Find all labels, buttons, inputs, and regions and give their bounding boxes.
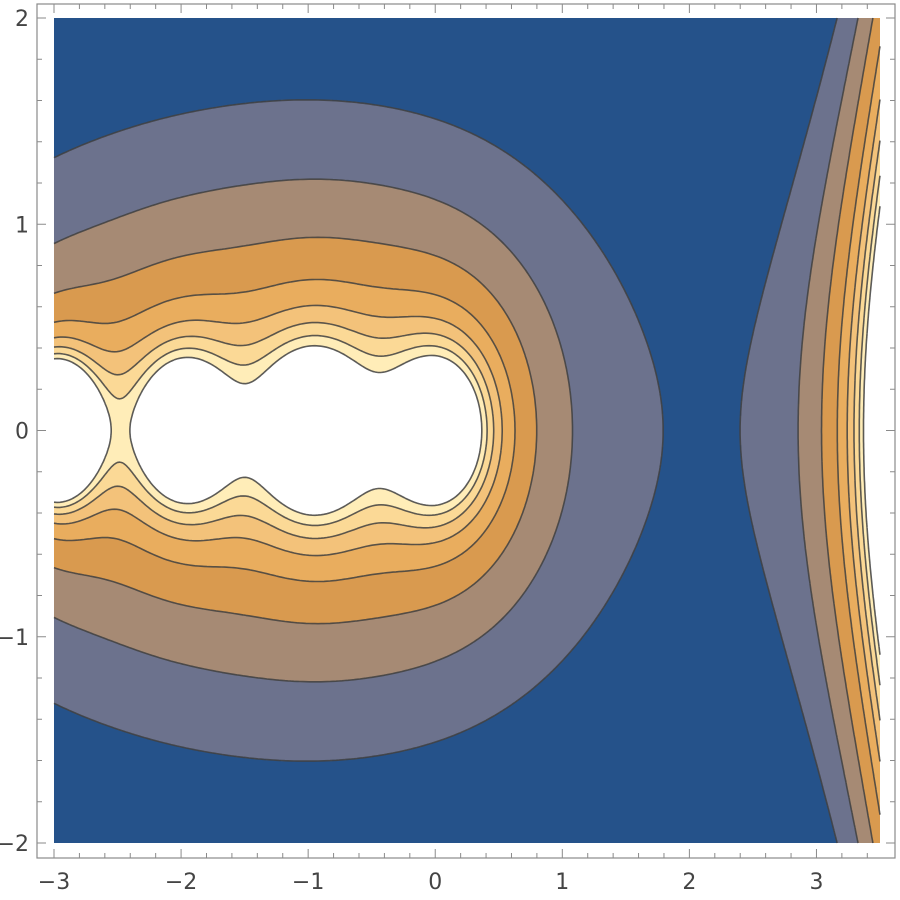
x-tick-label: 3	[809, 870, 823, 895]
plot-area	[54, 18, 880, 843]
x-axis-tick-labels: −3 −2 −1 0 1 2 3	[38, 870, 824, 895]
contour-line-1	[53, 17, 838, 844]
contour-fill	[54, 18, 880, 843]
contour-line-5	[53, 99, 881, 762]
y-tick-label: 0	[15, 420, 29, 445]
x-tick-label: −1	[292, 870, 324, 895]
contour-lines	[53, 17, 881, 844]
x-tick-label: 0	[428, 870, 442, 895]
x-tick-label: −2	[165, 870, 197, 895]
x-axis-ticks	[53, 4, 868, 858]
x-tick-label: 1	[555, 870, 569, 895]
y-tick-label: −1	[0, 626, 29, 651]
y-axis-ticks	[37, 17, 895, 844]
y-tick-label: 1	[15, 213, 29, 238]
contour-line-3	[53, 17, 874, 844]
contour-line-4	[53, 46, 881, 815]
y-axis-tick-labels: −2 −1 0 1 2	[0, 7, 29, 857]
contour-line-2	[53, 17, 859, 844]
x-tick-label: −3	[38, 870, 70, 895]
y-tick-label: −2	[0, 832, 29, 857]
contour-line-8	[53, 206, 881, 655]
y-tick-label: 2	[15, 7, 29, 32]
contour-line-6	[53, 140, 881, 721]
x-tick-label: 2	[682, 870, 696, 895]
contour-line-7	[53, 175, 881, 686]
